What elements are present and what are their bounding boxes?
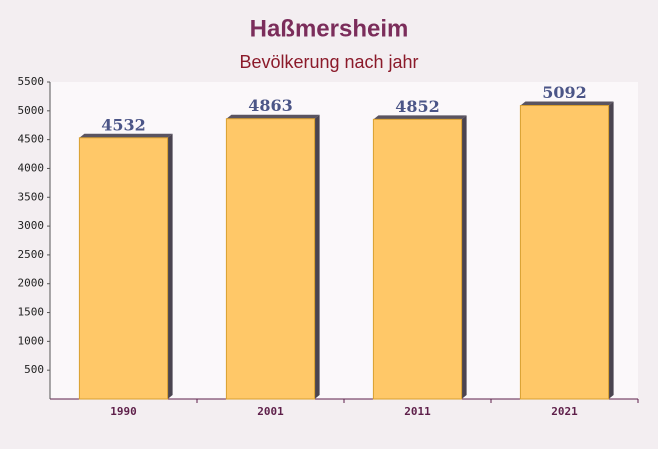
y-tick-label: 4500 xyxy=(18,133,45,146)
y-tick-label: 5000 xyxy=(18,104,45,117)
y-tick-label: 4000 xyxy=(18,161,45,174)
y-tick-label: 2000 xyxy=(18,277,45,290)
y-tick-label: 5500 xyxy=(18,75,45,88)
bar xyxy=(519,105,610,400)
y-tick-label: 3500 xyxy=(18,190,45,203)
value-label: 4863 xyxy=(248,96,293,115)
value-label: 4532 xyxy=(101,115,146,134)
bar-shadow xyxy=(79,133,173,138)
bar-shadow xyxy=(520,101,614,106)
x-tick-label: 2001 xyxy=(257,405,284,418)
bar-shadow xyxy=(461,115,467,400)
bar-shadow xyxy=(314,114,320,400)
bar-shadow xyxy=(608,101,614,400)
value-label: 4852 xyxy=(395,97,440,116)
value-label: 5092 xyxy=(542,83,587,102)
bar xyxy=(372,118,463,400)
x-tick-label: 1990 xyxy=(110,405,137,418)
bar-shadow xyxy=(226,114,320,119)
bar xyxy=(78,137,169,400)
y-tick-label: 1000 xyxy=(18,334,45,347)
chart-subtitle: Bevölkerung nach jahr xyxy=(239,52,418,72)
bar-shadow xyxy=(373,115,467,120)
x-tick-label: 2021 xyxy=(551,405,578,418)
y-tick-label: 3000 xyxy=(18,219,45,232)
y-tick-label: 2500 xyxy=(18,248,45,261)
x-tick-label: 2011 xyxy=(404,405,431,418)
y-tick-label: 1500 xyxy=(18,306,45,319)
bar xyxy=(225,118,316,400)
chart-title: Haßmersheim xyxy=(250,15,409,42)
y-tick-label: 500 xyxy=(24,363,44,376)
bar-shadow xyxy=(167,133,173,400)
